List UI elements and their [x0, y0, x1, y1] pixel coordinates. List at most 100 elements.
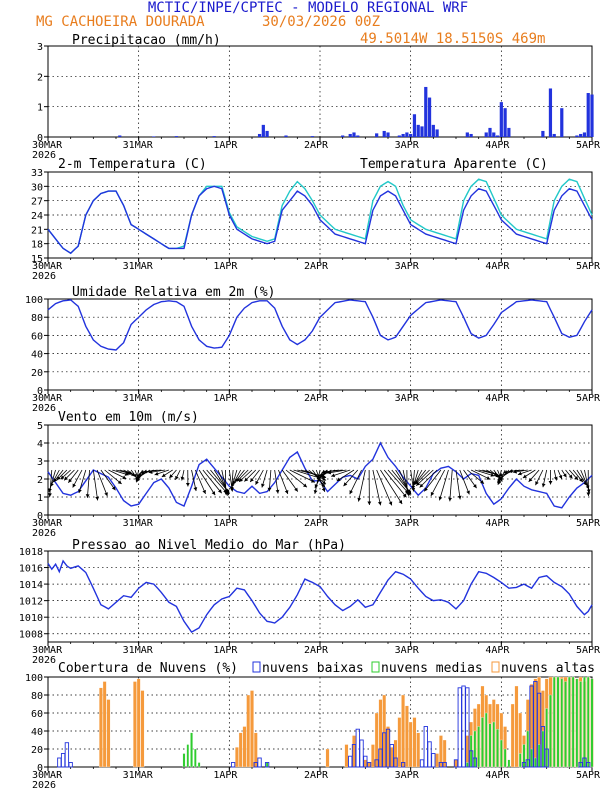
wind-arrow-head	[562, 473, 567, 478]
wind-arrow	[86, 469, 90, 498]
precip-bar	[212, 136, 216, 137]
precip-bar	[261, 124, 265, 137]
legend-mid-swatch	[371, 661, 380, 673]
precip-bar	[352, 132, 356, 137]
wind-arrow-head	[185, 482, 190, 487]
wind-arrow-head	[218, 489, 222, 494]
cloud-mid-bar	[496, 729, 499, 768]
wind-arrow-head	[480, 480, 485, 484]
wind-arrow-head	[232, 480, 237, 485]
cloud-mid-bar	[560, 678, 564, 768]
wind-arrow-head	[528, 477, 533, 482]
precip-bar	[503, 108, 507, 137]
y-tick-label: 30	[31, 182, 43, 193]
cloud-high-bar	[416, 732, 421, 768]
precip-bar	[382, 130, 386, 137]
x-tick-label: 30MAR	[32, 518, 63, 529]
cloud-high-bar	[371, 744, 375, 768]
cloud-high-bar	[393, 739, 398, 768]
wind-arrow-head	[136, 475, 141, 479]
wind-arrow-head	[313, 490, 318, 494]
x-tick-label: 2APR	[304, 645, 329, 656]
wind-arrow-head	[235, 478, 239, 483]
precip-bar	[401, 133, 405, 137]
precip-bar	[265, 130, 269, 137]
cloud-low-bar	[540, 726, 546, 768]
x-tick-label: 2APR	[304, 140, 329, 151]
cloud-low-bar	[57, 757, 62, 768]
y-tick-label: 20	[31, 745, 43, 756]
x-tick-label: 5APR	[576, 261, 601, 272]
wind-arrow-head	[56, 476, 61, 481]
wind-arrow-head	[250, 478, 254, 483]
wind-arrow-head	[522, 474, 527, 478]
cloud-high-bar	[242, 726, 247, 768]
wind-arrow-head	[497, 476, 502, 480]
wind-arrow	[194, 469, 206, 495]
x-tick-label: 5APR	[576, 140, 601, 151]
wind-arrow-head	[230, 483, 235, 488]
precip-bar	[590, 94, 594, 137]
cloud-low-bar	[264, 762, 270, 768]
wind-arrow	[376, 469, 393, 506]
cloud-mid-bar	[537, 744, 541, 768]
cloud-low-bar	[400, 762, 406, 768]
wind-arrow-head	[319, 472, 324, 476]
wind-arrow-head	[68, 478, 72, 483]
x-year-label: 2026	[32, 655, 56, 666]
wind-arrow-head	[513, 469, 517, 474]
wind-arrow	[293, 469, 321, 479]
cloud-high-bar	[435, 753, 439, 768]
cloud-low-bar	[544, 748, 549, 768]
wind-arrow-head	[448, 497, 452, 502]
wind-arrow	[100, 469, 116, 491]
y-tick-label: 1018	[19, 547, 43, 558]
wind-arrow-head	[430, 491, 435, 496]
x-tick-label: 1APR	[213, 645, 238, 656]
y-tick-label: 0	[37, 133, 43, 144]
cloud-high-bar	[344, 744, 349, 768]
x-tick-label: 4APR	[485, 645, 510, 656]
x-year-label: 2026	[32, 271, 56, 282]
wind-arrow	[191, 469, 197, 492]
wind-arrow	[315, 469, 326, 492]
x-tick-label: 1APR	[213, 261, 238, 272]
wind-arrow	[372, 469, 381, 506]
cloud-low-bar	[60, 753, 66, 768]
legend-mid-label: nuvens medias	[381, 661, 483, 676]
wind-arrow-head	[579, 478, 583, 483]
precip-bar	[575, 135, 579, 137]
cloud-mid-bar	[469, 735, 473, 768]
wind-arrow-head	[314, 484, 319, 489]
precip-bar	[499, 102, 503, 137]
y-tick-label: 5	[37, 421, 43, 432]
wind-arrow-head	[193, 487, 198, 492]
x-tick-label: 4APR	[485, 393, 510, 404]
wind-arrow	[78, 469, 87, 494]
cloud-mid-bar	[526, 730, 530, 768]
wind-arrow-head	[321, 487, 326, 492]
y-tick-label: 1	[37, 493, 43, 504]
wind-arrow-head	[321, 470, 326, 475]
cloud-high-bar	[352, 735, 356, 768]
precip-bar	[465, 132, 469, 137]
cloud-mid-bar	[556, 676, 560, 768]
cloud-high-bar	[533, 678, 538, 768]
precip-bar	[118, 135, 122, 137]
precip-title: Precipitacao (mm/h)	[72, 33, 221, 48]
wind-arrow	[202, 469, 223, 494]
cloud-high-bar	[235, 747, 239, 768]
cloud-mid-bar	[534, 757, 537, 768]
wind-arrow-head	[466, 490, 470, 495]
cloud-mid-bar	[507, 759, 511, 768]
precip-bar	[152, 136, 156, 137]
y-tick-label: 100	[25, 673, 43, 684]
wind-arrow-head	[322, 480, 326, 485]
cloud-high-bar	[246, 694, 251, 768]
y-tick-label: 3	[37, 42, 43, 53]
x-tick-label: 1APR	[213, 393, 238, 404]
wind-arrow-head	[317, 475, 322, 479]
x-tick-label: 2APR	[304, 770, 329, 781]
wind-arrow	[198, 469, 216, 496]
